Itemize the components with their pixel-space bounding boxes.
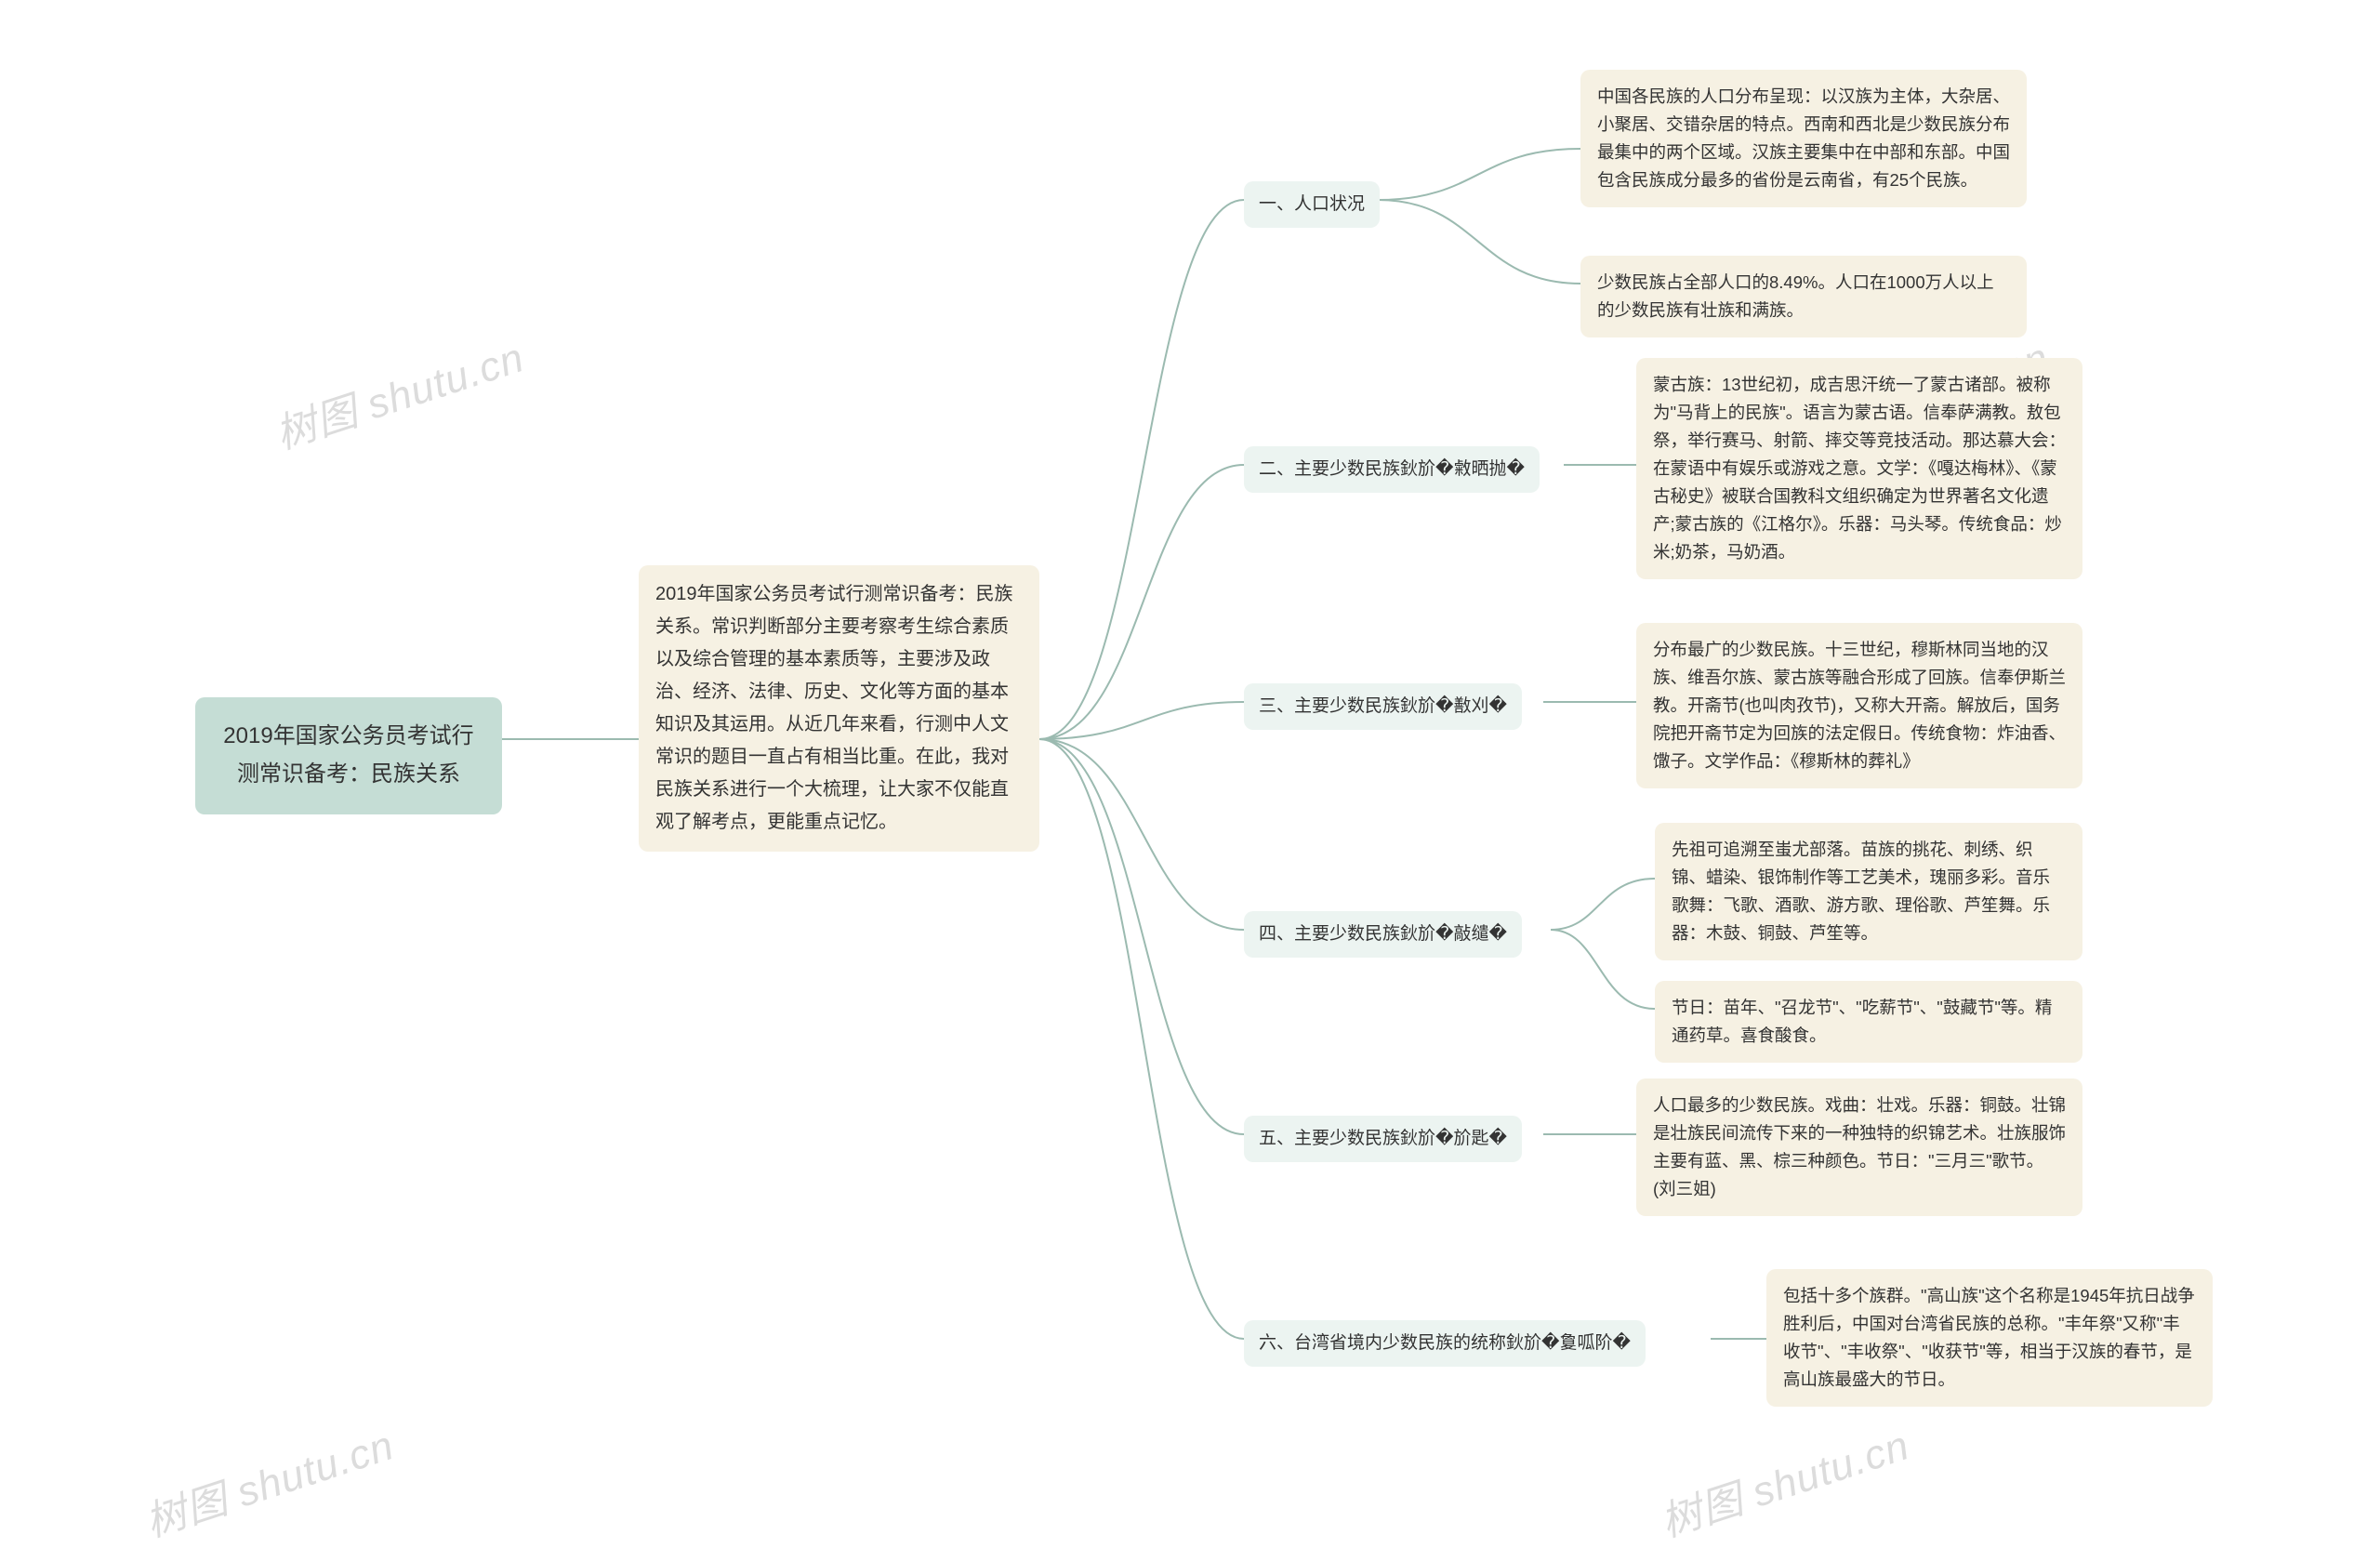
leaf-4-2: 节日：苗年、"召龙节"、"吃薪节"、"鼓藏节"等。精通药草。喜食酸食。 xyxy=(1655,981,2082,1063)
watermark: 树图 shutu.cn xyxy=(1652,1412,1916,1548)
root-line2: 测常识备考：民族关系 xyxy=(219,756,478,794)
leaf-1-1: 中国各民族的人口分布呈现：以汉族为主体，大杂居、小聚居、交错杂居的特点。西南和西… xyxy=(1580,70,2027,207)
leaf-5-1: 人口最多的少数民族。戏曲：壮戏。乐器：铜鼓。壮锦是壮族民间流传下来的一种独特的织… xyxy=(1636,1078,2082,1216)
branch-1: 一、人口状况 xyxy=(1244,181,1380,228)
leaf-2-1: 蒙古族：13世纪初，成吉思汗统一了蒙古诸部。被称为"马背上的民族"。语言为蒙古语… xyxy=(1636,358,2082,579)
leaf-4-1: 先祖可追溯至蚩尤部落。苗族的挑花、刺绣、织锦、蜡染、银饰制作等工艺美术，瑰丽多彩… xyxy=(1655,823,2082,960)
root-line1: 2019年国家公务员考试行 xyxy=(219,718,478,756)
leaf-1-2: 少数民族占全部人口的8.49%。人口在1000万人以上的少数民族有壮族和满族。 xyxy=(1580,256,2027,337)
branch-3: 三、主要少数民族鈥斺�敾刈� xyxy=(1244,683,1522,730)
branch-2: 二、主要少数民族鈥斺�敹晒抛� xyxy=(1244,446,1540,493)
leaf-3-1: 分布最广的少数民族。十三世纪，穆斯林同当地的汉族、维吾尔族、蒙古族等融合形成了回… xyxy=(1636,623,2082,788)
root-node: 2019年国家公务员考试行 测常识备考：民族关系 xyxy=(195,697,502,814)
intro-node: 2019年国家公务员考试行测常识备考：民族关系。常识判断部分主要考察考生综合素质… xyxy=(639,565,1039,852)
watermark: 树图 shutu.cn xyxy=(137,1412,401,1548)
watermark: 树图 shutu.cn xyxy=(267,324,531,461)
branch-4: 四、主要少数民族鈥斺�敲缱� xyxy=(1244,911,1522,958)
branch-5: 五、主要少数民族鈥斺�斺匙� xyxy=(1244,1116,1522,1162)
leaf-6-1: 包括十多个族群。"高山族"这个名称是1945年抗日战争胜利后，中国对台湾省民族的… xyxy=(1766,1269,2213,1407)
branch-6: 六、台湾省境内少数民族的统称鈥斺�敻呱阶� xyxy=(1244,1320,1646,1367)
